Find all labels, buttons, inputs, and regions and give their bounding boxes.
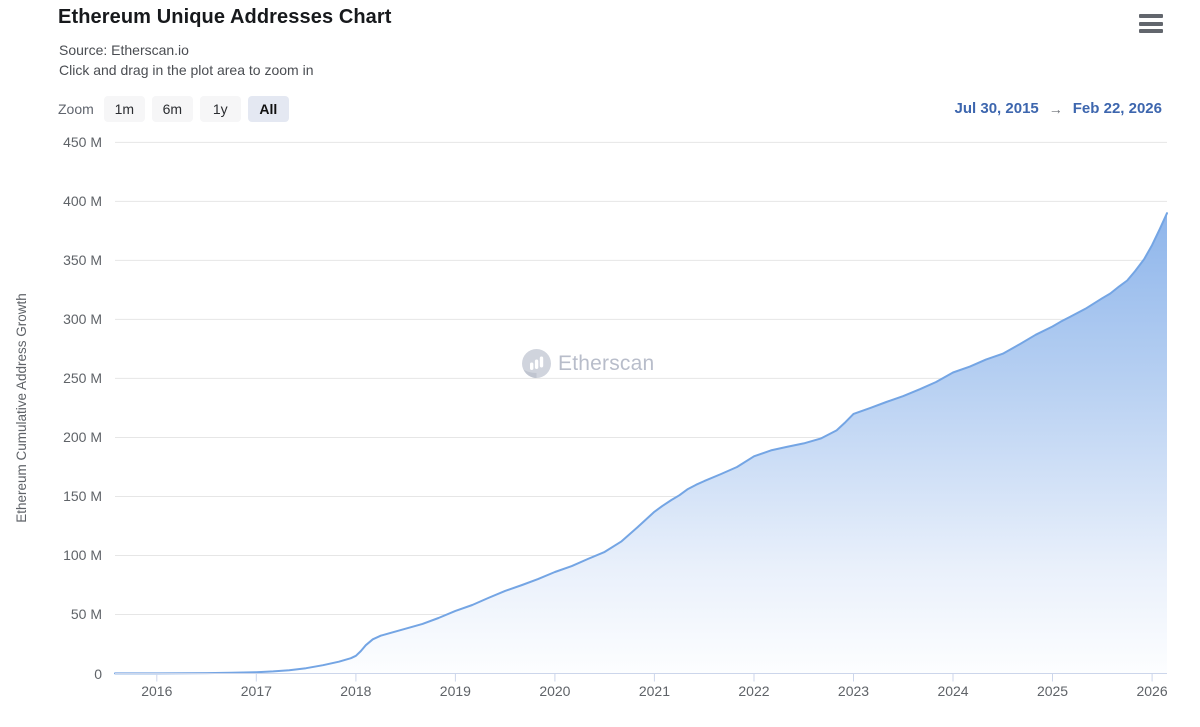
x-axis-tick-label: 2025	[1036, 683, 1069, 699]
zoom-button-all[interactable]: All	[247, 96, 289, 122]
range-start-date[interactable]: Jul 30, 2015	[954, 100, 1039, 117]
x-axis	[115, 673, 1167, 682]
y-axis-tick-label: 450 M	[63, 134, 102, 151]
x-axis-tick-label: 2019	[439, 683, 471, 699]
date-range: Jul 30, 2015 → Feb 22, 2026	[955, 100, 1162, 117]
page-title: Ethereum Unique Addresses Chart	[58, 6, 392, 28]
context-menu-icon[interactable]	[1139, 14, 1164, 38]
x-axis-tick-label: 2021	[638, 683, 670, 699]
chart-zoom-hint: Click and drag in the plot area to zoom …	[59, 62, 314, 78]
x-axis-tick-label: 2024	[937, 683, 969, 699]
y-axis-tick-label: 100 M	[63, 547, 102, 564]
zoom-label: Zoom	[58, 101, 94, 117]
range-end-date[interactable]: Feb 22, 2026	[1072, 100, 1162, 117]
x-axis-tick-label: 2016	[141, 683, 173, 699]
zoom-button-1m[interactable]: 1m	[103, 96, 145, 122]
zoom-toolbar: Zoom 1m 6m 1y All	[58, 96, 296, 122]
y-axis-tick-label: 150 M	[63, 488, 102, 505]
zoom-button-1y[interactable]: 1y	[199, 96, 241, 122]
x-axis-tick-label: 2018	[340, 683, 372, 699]
x-axis-tick-label: 2022	[738, 683, 770, 699]
y-axis-tick-label: 300 M	[63, 311, 102, 328]
x-axis-tick-label: 2020	[539, 683, 571, 699]
y-axis-tick-label: 350 M	[63, 252, 102, 269]
x-axis-tick-label: 2026	[1136, 683, 1168, 699]
y-axis-tick-label: 400 M	[63, 193, 102, 210]
zoom-button-6m[interactable]: 6m	[151, 96, 193, 122]
x-axis-tick-label: 2023	[837, 683, 870, 699]
chart-source-subtitle: Source: Etherscan.io	[59, 42, 189, 58]
y-axis-tick-label: 50 M	[70, 606, 102, 623]
range-arrow-icon: →	[1048, 100, 1063, 117]
y-axis-tick-label: 250 M	[63, 370, 102, 387]
area-series	[114, 212, 1168, 675]
y-axis-tick-label: 200 M	[63, 429, 102, 446]
y-axis-tick-label: 0	[94, 665, 102, 682]
x-axis-tick-label: 2017	[240, 683, 272, 699]
